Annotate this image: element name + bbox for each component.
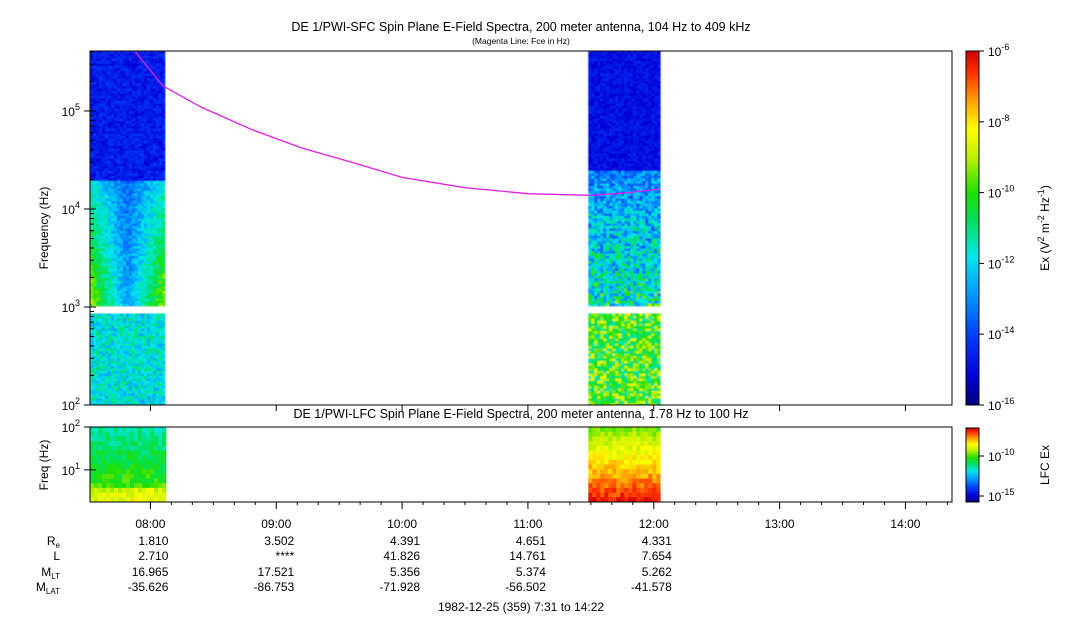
ephemeris-row-label: MLT <box>41 565 60 581</box>
bottom-y-tick-label: 101 <box>62 461 80 478</box>
ephemeris-value: 7.654 <box>642 549 672 563</box>
bottom-plot-frame <box>89 426 953 503</box>
top-plot-frame <box>89 50 953 406</box>
top-colorbar-tick-label: 10-6 <box>988 42 1009 59</box>
ephemeris-row-label: Re <box>47 534 61 550</box>
ephemeris-value: -71.928 <box>379 580 420 594</box>
time-axis: 08:00 09:00 10:00 11:00 12:00 13:00 14:00 <box>135 405 948 531</box>
top-panel-subtitle: (Magenta Line: Fce in Hz) <box>472 36 570 46</box>
top-colorbar-tick-label: 10-16 <box>988 396 1014 413</box>
ephemeris-value: 4.331 <box>642 534 672 548</box>
top-data-block <box>588 51 661 405</box>
time-tick-label: 13:00 <box>765 517 795 531</box>
ephemeris-value: 1.810 <box>138 534 168 548</box>
top-y-tick-label: 102 <box>62 396 80 413</box>
top-spectrogram-data <box>90 51 661 405</box>
bottom-colorbar <box>965 427 980 503</box>
top-panel-title: DE 1/PWI-SFC Spin Plane E-Field Spectra,… <box>291 20 750 34</box>
top-colorbar-tick-label: 10-10 <box>988 184 1014 201</box>
bottom-colorbar-ticks: 10-10 10-15 <box>979 447 1014 504</box>
time-tick-label: 14:00 <box>890 517 920 531</box>
ephemeris-value: 4.651 <box>516 534 546 548</box>
top-y-axis: 102 103 104 105 <box>62 51 96 413</box>
ephemeris-value: **** <box>276 549 295 563</box>
top-y-tick-label: 104 <box>62 200 80 217</box>
ephemeris-value: 16.965 <box>132 565 169 579</box>
time-tick-label: 11:00 <box>513 517 542 531</box>
ephemeris-row-label: MLAT <box>36 580 60 596</box>
bottom-colorbar-tick-label: 10-15 <box>988 487 1014 504</box>
ephemeris-value: -35.626 <box>128 580 169 594</box>
bottom-y-axis: 101 102 <box>62 418 96 478</box>
bottom-panel-title: DE 1/PWI-LFC Spin Plane E-Field Spectra,… <box>293 407 748 421</box>
bottom-colorbar-tick-label: 10-10 <box>988 447 1014 464</box>
ephemeris-value: 5.356 <box>390 565 420 579</box>
top-y-axis-label: Frequency (Hz) <box>37 187 51 270</box>
top-y-tick-label: 103 <box>62 298 80 315</box>
top-colorbar-label: Ex (V2 m-2 Hz-1) <box>1036 185 1052 271</box>
fce-line <box>134 51 661 196</box>
top-colorbar-ticks: 10-6 10-8 10-10 10-12 10-14 10-16 <box>979 42 1014 413</box>
ephemeris-value: 3.502 <box>264 534 294 548</box>
bottom-data-block <box>588 427 661 502</box>
ephemeris-value: 41.826 <box>383 549 420 563</box>
ephemeris-value: 17.521 <box>258 565 295 579</box>
top-colorbar <box>965 50 980 406</box>
time-range-footer: 1982-12-25 (359) 7:31 to 14:22 <box>438 600 604 614</box>
top-colorbar-tick-label: 10-12 <box>988 254 1014 271</box>
top-data-block <box>90 51 166 405</box>
time-tick-label: 09:00 <box>261 517 291 531</box>
top-colorbar-tick-label: 10-14 <box>988 325 1014 342</box>
top-y-tick-label: 105 <box>62 102 80 119</box>
ephemeris-value: -86.753 <box>254 580 295 594</box>
ephemeris-value: 5.262 <box>642 565 672 579</box>
ephemeris-value: 5.374 <box>516 565 546 579</box>
time-tick-label: 10:00 <box>387 517 417 531</box>
bottom-y-axis-label: Freq (Hz) <box>37 440 51 491</box>
ephemeris-row-label: L <box>53 549 60 563</box>
bottom-colorbar-label: LFC Ex <box>1038 445 1052 485</box>
ephemeris-table: Re 1.810 3.502 4.391 4.651 4.331 L 2.710 **** 41.… <box>36 534 672 596</box>
ephemeris-value: -56.502 <box>505 580 546 594</box>
bottom-data-block <box>90 427 167 502</box>
time-tick-label: 08:00 <box>135 517 165 531</box>
ephemeris-value: 2.710 <box>138 549 168 563</box>
bottom-spectrogram-data <box>90 427 661 502</box>
top-colorbar-tick-label: 10-8 <box>988 113 1009 130</box>
bottom-y-tick-label: 102 <box>62 418 80 435</box>
ephemeris-value: 14.761 <box>509 549 546 563</box>
time-tick-label: 12:00 <box>639 517 669 531</box>
ephemeris-value: -41.578 <box>631 580 672 594</box>
ephemeris-value: 4.391 <box>390 534 420 548</box>
